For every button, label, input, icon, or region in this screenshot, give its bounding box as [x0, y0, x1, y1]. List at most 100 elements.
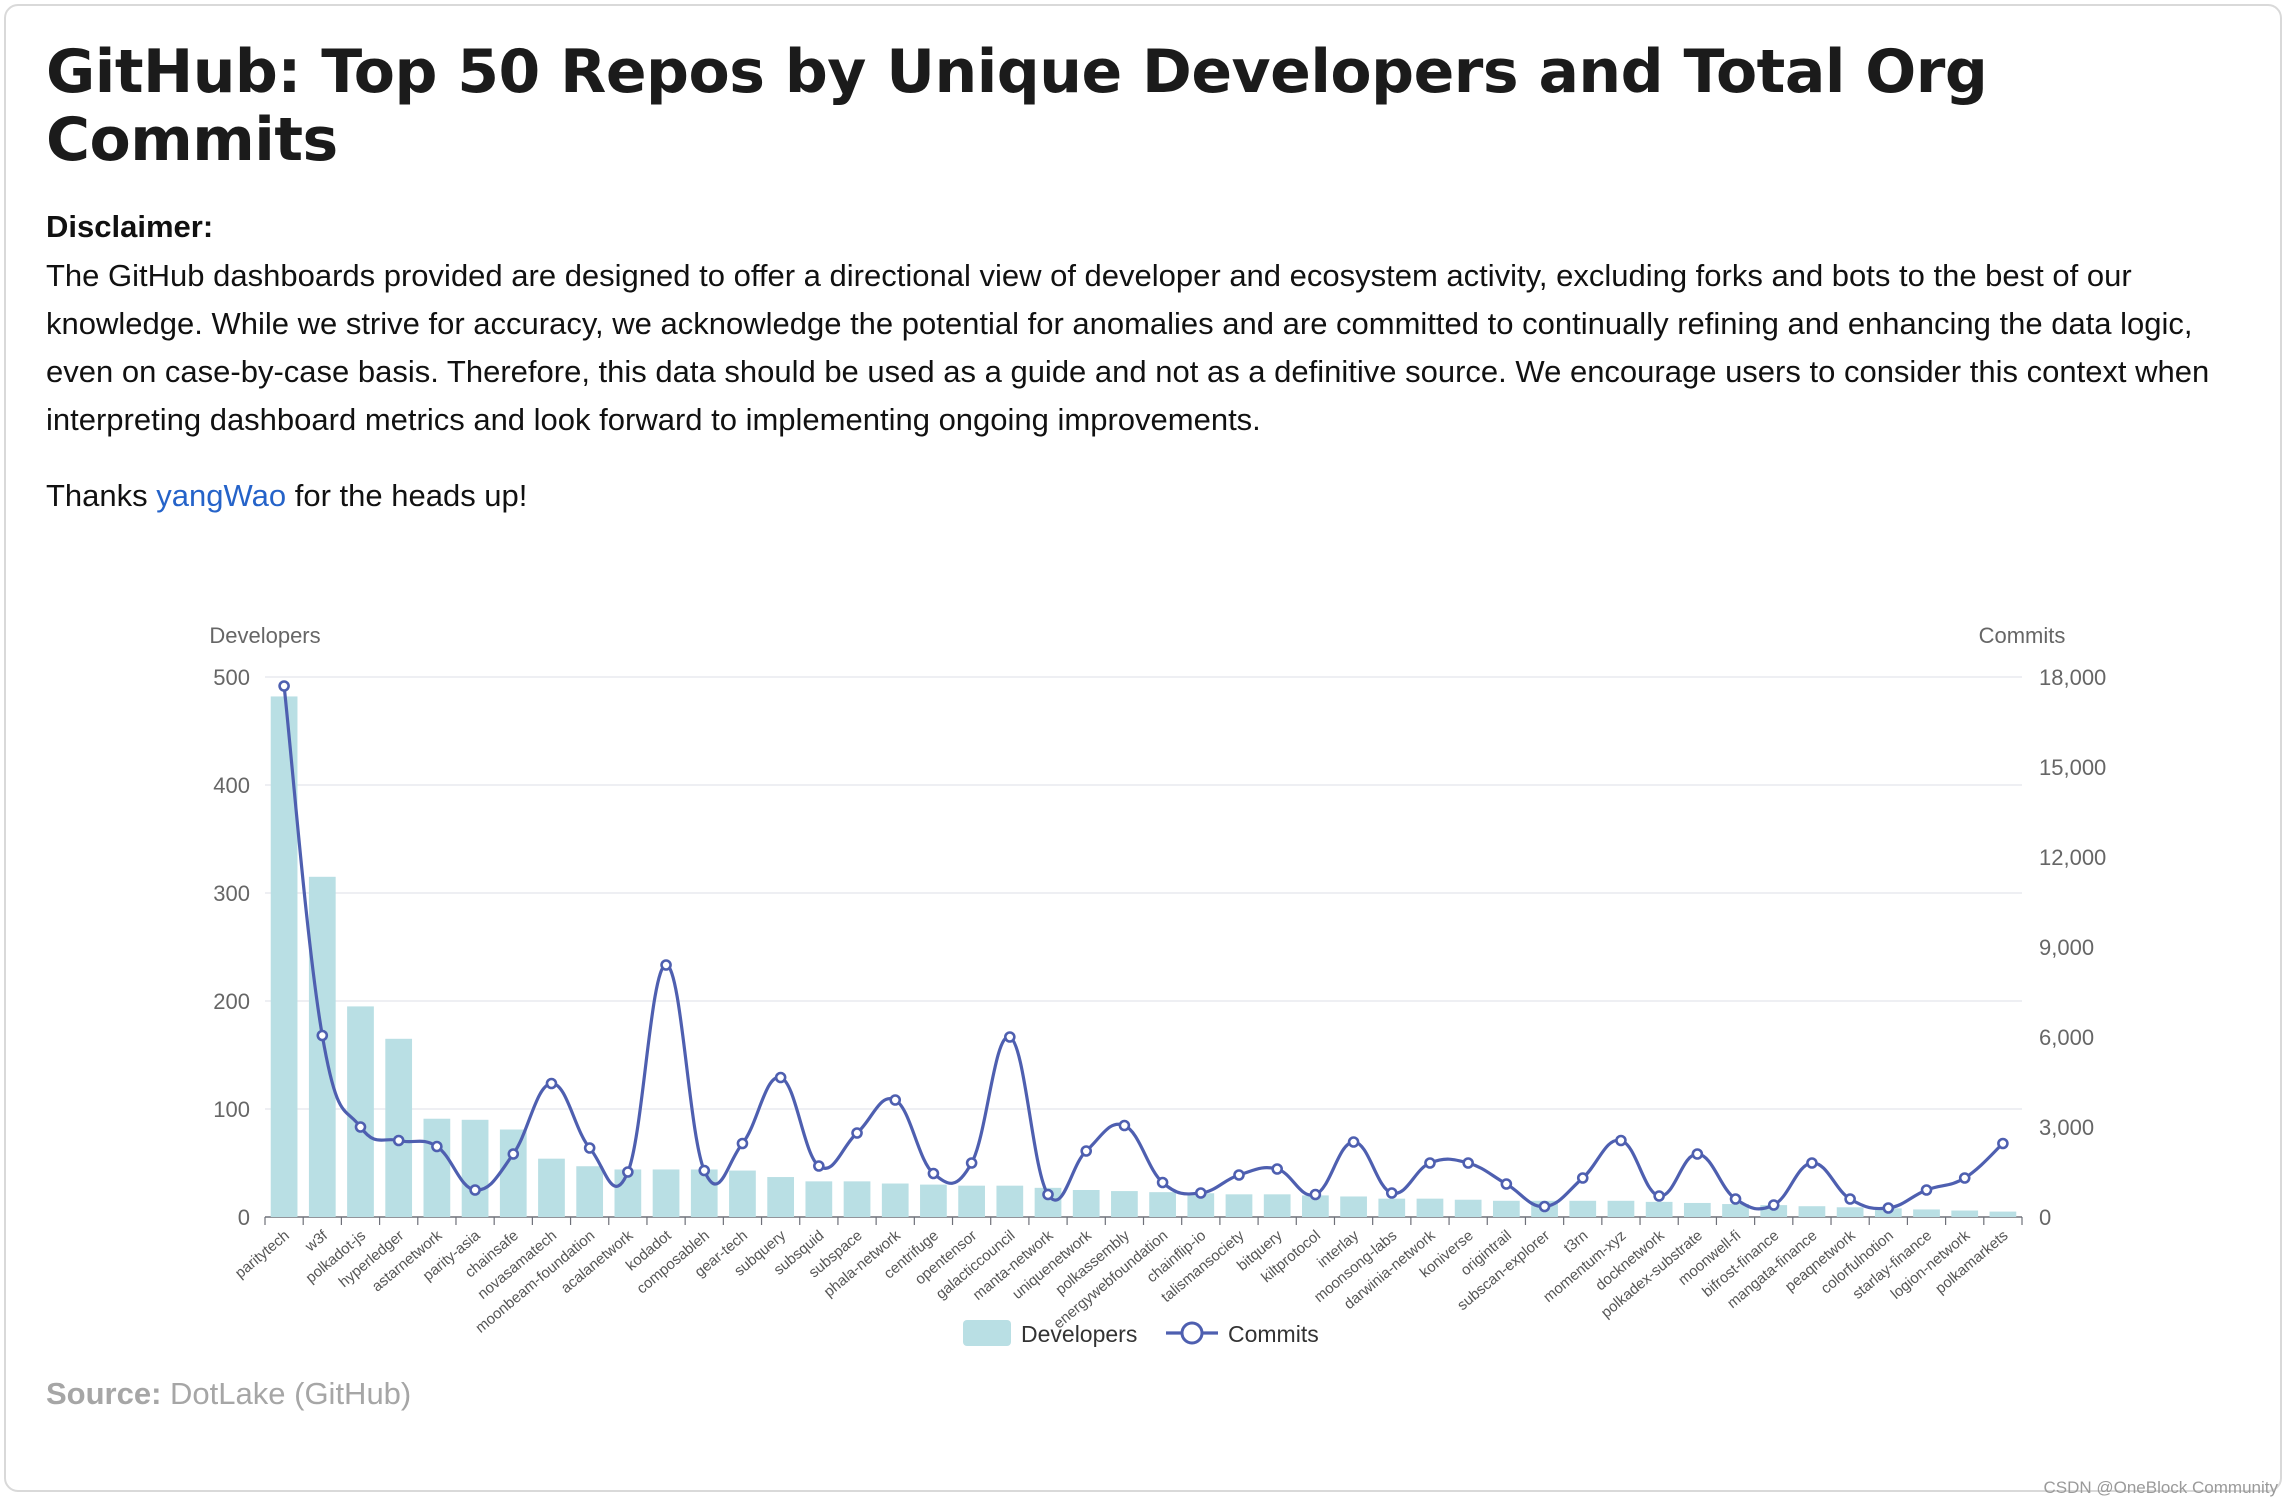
source-line: Source: DotLake (GitHub) — [46, 1376, 411, 1412]
legend-commits-marker — [1180, 1321, 1204, 1345]
commits-point-gear-tech — [736, 1137, 749, 1150]
commits-point-subspace — [851, 1127, 863, 1139]
bar-developers-polkamarkets — [1989, 1211, 2017, 1217]
commits-point-polkamarkets — [1997, 1137, 2009, 1150]
bar-developers-starlay-finance — [1913, 1209, 1940, 1217]
commits-point-subsquid — [813, 1160, 825, 1172]
legend-commits-label: Commits — [1228, 1321, 1319, 1347]
commits-point-t3rn — [1576, 1172, 1589, 1184]
source-value: DotLake (GitHub) — [170, 1376, 412, 1411]
commits-point-parity-asia — [469, 1184, 481, 1196]
commits-point-paritytech — [278, 680, 290, 692]
commits-point-moonsong-labs — [1385, 1187, 1398, 1199]
bar-developers-polkadex-substrate — [1683, 1202, 1711, 1217]
disclaimer-heading: Disclaimer: — [46, 209, 214, 244]
y-right-axis-title: Commits — [1979, 623, 2066, 648]
y-right-tick-label: 3,000 — [2039, 1115, 2094, 1140]
commits-point-novasamatech — [545, 1077, 558, 1090]
commits-point-acalanetwork — [622, 1166, 634, 1178]
commits-point-polkadex-substrate — [1691, 1148, 1704, 1160]
commits-point-momentum-xyz — [1615, 1134, 1627, 1147]
bar-developers-uniquenetwork — [1072, 1190, 1100, 1217]
commits-point-chainsafe — [507, 1148, 520, 1160]
x-tick-label: paritytech — [232, 1227, 293, 1282]
y-left-tick-label: 0 — [238, 1205, 250, 1230]
bar-developers-composableh — [690, 1169, 718, 1217]
commits-point-peaqnetwork — [1844, 1193, 1856, 1205]
bar-developers-talismansociety — [1225, 1194, 1253, 1217]
commits-point-starlay-finance — [1920, 1184, 1933, 1196]
commits-point-koniverse — [1462, 1157, 1474, 1169]
commits-point-composableh — [698, 1164, 711, 1177]
bar-developers-bifrost-finance — [1760, 1205, 1788, 1217]
x-tick-label: t3rn — [1561, 1227, 1592, 1257]
thanks-prefix: Thanks — [46, 478, 148, 513]
commits-point-opentensor — [965, 1157, 978, 1169]
bar-developers-interlay — [1340, 1196, 1367, 1217]
commits-point-logion-network — [1958, 1172, 1971, 1184]
bar-developers-darwinia-network — [1416, 1198, 1444, 1217]
bar-developers-subquery — [767, 1177, 795, 1217]
bar-developers-mangata-finance — [1798, 1206, 1826, 1217]
y-right-tick-label: 9,000 — [2039, 935, 2094, 960]
x-tick-label: w3f — [301, 1227, 331, 1256]
thanks-suffix: for the heads up! — [294, 478, 528, 513]
bar-developers-momentum-xyz — [1607, 1200, 1635, 1217]
commits-point-centrifuge — [927, 1167, 940, 1180]
bar-developers-subsquid — [805, 1181, 833, 1217]
thanks-user-link[interactable]: yangWao — [156, 478, 287, 513]
bar-developers-kodadot — [652, 1169, 680, 1217]
bar-developers-bitquery — [1263, 1194, 1291, 1217]
y-right-tick-label: 15,000 — [2039, 755, 2106, 780]
watermark: CSDN @OneBlock Community — [2043, 1478, 2278, 1497]
commits-point-astarnetwork — [431, 1140, 443, 1153]
disclaimer-text: The GitHub dashboards provided are desig… — [46, 258, 2210, 437]
bar-developers-astarnetwork — [423, 1118, 451, 1217]
bar-developers-subspace — [843, 1181, 871, 1217]
bar-developers-polkassembly — [1111, 1191, 1138, 1217]
commits-point-phala-network — [889, 1094, 902, 1106]
y-left-tick-label: 100 — [213, 1097, 250, 1122]
y-right-tick-label: 18,000 — [2039, 665, 2106, 690]
thanks-line: Thanks yangWao for the heads up! — [46, 478, 527, 514]
bar-developers-parity-asia — [461, 1119, 489, 1217]
bar-developers-phala-network — [881, 1183, 909, 1217]
y-left-tick-label: 200 — [213, 989, 250, 1014]
bar-developers-origintrail — [1492, 1200, 1520, 1217]
commits-line — [282, 685, 2004, 1211]
commits-point-chainflip-io — [1194, 1187, 1207, 1199]
commits-point-darwinia-network — [1424, 1157, 1436, 1169]
commits-point-subquery — [774, 1071, 787, 1084]
commits-point-polkadot-js — [354, 1121, 367, 1133]
y-left-tick-label: 400 — [213, 773, 250, 798]
bar-developers-logion-network — [1951, 1210, 1979, 1217]
commits-point-bifrost-finance — [1767, 1199, 1780, 1211]
y-left-tick-label: 300 — [213, 881, 250, 906]
source-label: Source: — [46, 1376, 162, 1411]
commits-point-talismansociety — [1233, 1169, 1245, 1181]
commits-point-moonbeam-foundation — [583, 1142, 596, 1154]
commits-point-hyperledger — [392, 1134, 405, 1147]
bar-developers-opentensor — [958, 1185, 985, 1217]
bar-developers-novasamatech — [538, 1158, 565, 1217]
y-right-tick-label: 0 — [2039, 1205, 2051, 1230]
bar-developers-w3f — [308, 876, 336, 1217]
commits-point-mangata-finance — [1806, 1157, 1818, 1169]
commits-point-subscan-explorer — [1538, 1200, 1551, 1213]
commits-point-colorfulnotion — [1882, 1202, 1895, 1214]
commits-point-origintrail — [1500, 1178, 1513, 1190]
bar-developers-polkadot-js — [347, 1006, 374, 1217]
bar-developers-moonbeam-foundation — [576, 1166, 604, 1217]
commits-point-docknetwork — [1653, 1190, 1665, 1202]
y-left-axis-title: Developers — [209, 623, 320, 648]
commits-point-energywebfoundation — [1156, 1176, 1169, 1189]
commits-point-manta-network — [1042, 1188, 1054, 1201]
commits-point-moonwell-fi — [1729, 1193, 1742, 1205]
bar-developers-docknetwork — [1645, 1201, 1673, 1217]
bar-developers-t3rn — [1569, 1200, 1597, 1217]
y-right-tick-label: 6,000 — [2039, 1025, 2094, 1050]
commits-point-galacticcouncil — [1004, 1031, 1016, 1043]
legend-developers-swatch — [963, 1320, 1011, 1346]
bar-developers-chainflip-io — [1187, 1193, 1215, 1217]
